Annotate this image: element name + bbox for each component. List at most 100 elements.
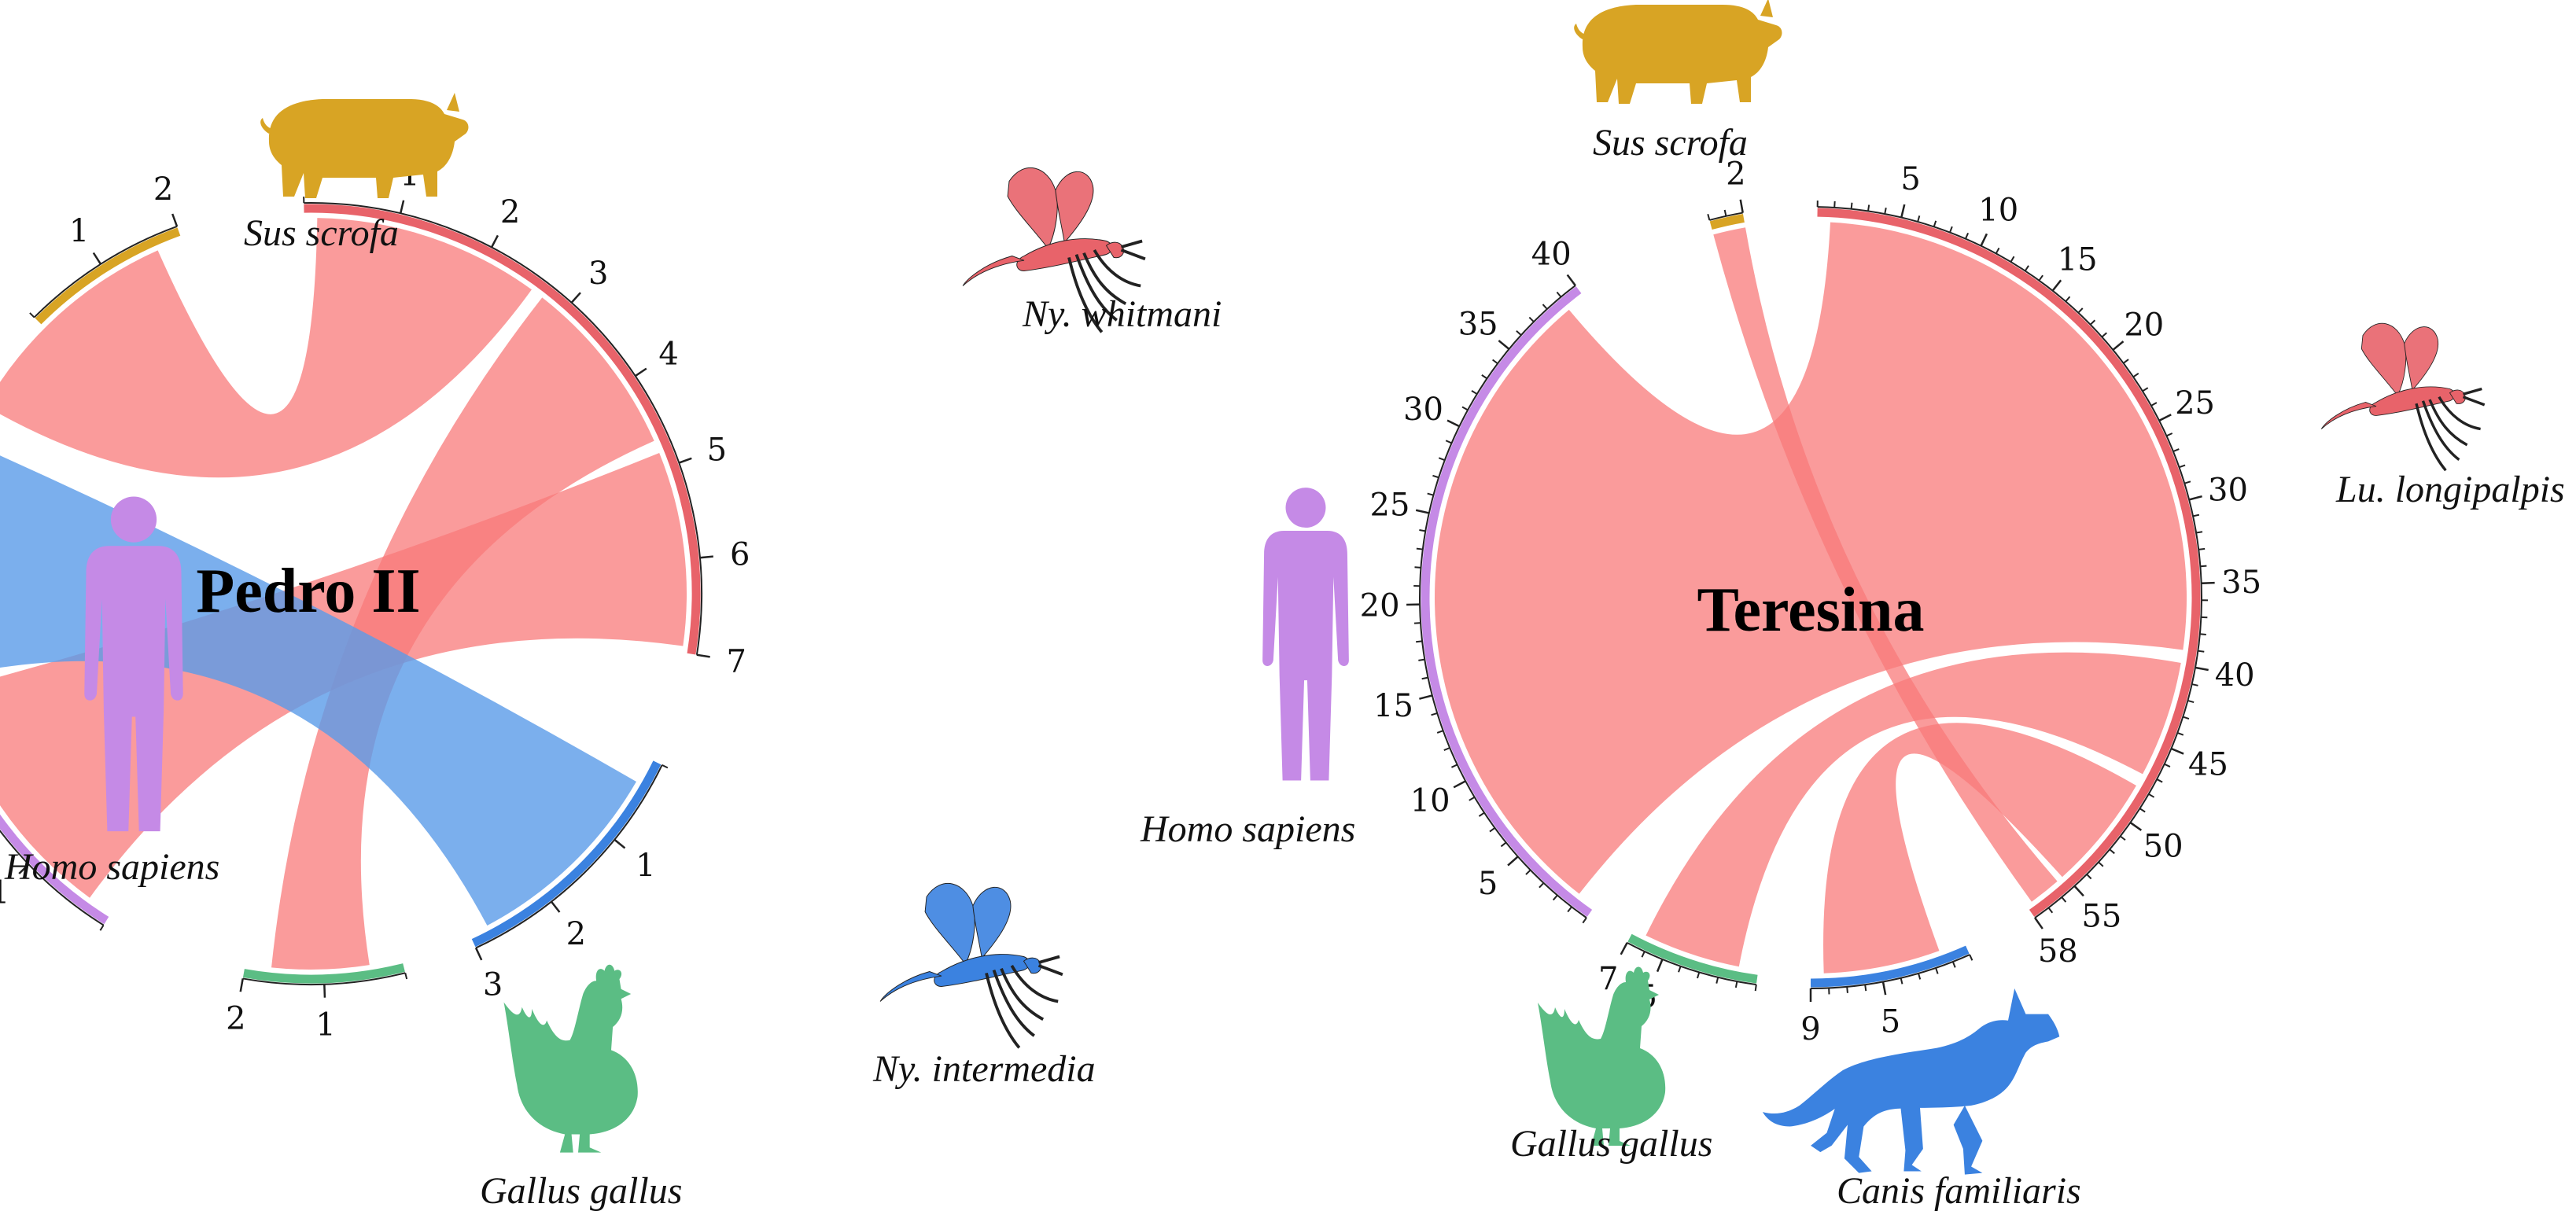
pig-icon (1574, 0, 1782, 104)
tick-mark (1427, 492, 1434, 496)
tick-mark (29, 312, 35, 318)
tick-label: 1 (69, 213, 89, 249)
pedro-ii-title: Pedro II (196, 557, 420, 626)
tick-mark (1528, 316, 1535, 322)
tick-label: 50 (2143, 828, 2184, 864)
pedro-ii-chord-diagram: 12345671231212345612 Pedro II Sus scrofa… (0, 93, 1222, 1212)
human-icon (1262, 488, 1349, 781)
tick-label: 45 (2188, 747, 2228, 783)
tick-label: 7 (727, 644, 746, 680)
tick-label: 5 (707, 432, 727, 468)
tick-mark (1414, 566, 1421, 569)
teresina-ribbons (1434, 222, 2187, 974)
tick-mark (1582, 917, 1587, 924)
major-tick (696, 653, 710, 658)
segment-arc (0, 814, 109, 925)
major-tick (1881, 981, 1887, 996)
tick-mark (2150, 402, 2158, 407)
species-label: Sus scrofa (244, 212, 399, 254)
tick-mark (99, 924, 105, 931)
tick-mark (2098, 861, 2104, 867)
major-tick (1656, 959, 1664, 973)
tick-mark (2120, 835, 2126, 841)
major-tick (18, 863, 30, 874)
sandfly-icon (879, 882, 1064, 1050)
segment-arc (242, 963, 405, 984)
tick-mark (1416, 547, 1423, 550)
tick-mark (1443, 747, 1450, 751)
major-tick (1507, 856, 1519, 867)
tick-mark (2166, 432, 2173, 437)
tick-mark (2089, 319, 2096, 326)
tick-label: 7 (1598, 961, 1618, 997)
major-tick (1900, 204, 1906, 218)
tick-mark (1707, 213, 1711, 221)
tick-mark (1436, 730, 1444, 734)
chord-ribbon (271, 297, 654, 970)
tick-mark (1421, 676, 1428, 680)
tick-mark (1438, 457, 1446, 462)
chicken-icon (503, 964, 638, 1153)
tick-mark (1867, 204, 1870, 212)
tick-mark (2192, 513, 2200, 517)
chord-ribbon (0, 218, 532, 478)
major-tick (92, 252, 102, 265)
tick-mark (2176, 732, 2184, 736)
tick-mark (1935, 967, 1939, 974)
tick-mark (1552, 894, 1558, 901)
tick-mark (2061, 896, 2067, 903)
segment-axis (1418, 285, 1587, 918)
tick-label: 2 (566, 916, 586, 952)
species-label: Canis familiaris (1837, 1170, 2081, 1212)
major-tick (1453, 780, 1466, 789)
tick-mark (1413, 622, 1421, 624)
segment-arc (1810, 945, 1970, 988)
tick-label: 5 (1478, 866, 1498, 902)
tick-label: 15 (1373, 688, 1413, 724)
tick-label: 2 (226, 1001, 245, 1037)
species-label: Ny. intermedia (872, 1048, 1096, 1090)
tick-mark (1471, 390, 1478, 395)
tick-mark (2179, 464, 2186, 469)
tick-mark (2077, 307, 2084, 314)
tick-mark (2148, 793, 2155, 798)
tick-label: 40 (2215, 657, 2255, 694)
major-tick (2170, 747, 2184, 755)
major-tick (1415, 509, 1430, 514)
major-tick (2034, 917, 2043, 929)
tick-mark (1461, 406, 1469, 411)
tick-mark (2164, 763, 2171, 767)
tick-mark (1641, 951, 1645, 958)
teresina-ticks: 5101520253035404550555859575101520253035… (1360, 156, 2261, 1047)
species-label: Gallus gallus (1510, 1123, 1712, 1165)
tick-mark (662, 764, 669, 769)
tick-mark (1419, 529, 1426, 532)
tick-mark (1525, 869, 1531, 875)
tick-mark (2024, 265, 2029, 272)
tick-mark (2109, 848, 2115, 855)
tick-mark (1418, 658, 1425, 661)
teresina-chord-diagram: 5101520253035404550555859575101520253035… (1140, 0, 2565, 1212)
major-tick (1980, 233, 1988, 247)
segment-axis (475, 764, 663, 949)
tick-label: 20 (2124, 307, 2164, 344)
tick-mark (1445, 440, 1452, 444)
tick-label: 30 (2208, 473, 2248, 509)
tick-label: 30 (1403, 392, 1443, 428)
tick-mark (1918, 973, 1922, 980)
major-tick (2051, 279, 2062, 292)
tick-mark (1516, 330, 1522, 336)
segment-axis (33, 226, 178, 318)
chord-ribbon (1434, 222, 2187, 894)
tick-label: 20 (1360, 588, 1400, 624)
tick-mark (2142, 387, 2149, 392)
major-tick (699, 555, 713, 559)
pedro-ii-arcs (0, 204, 701, 984)
tick-label: 1 (315, 1007, 335, 1043)
tick-mark (1949, 226, 1953, 233)
tick-mark (2139, 808, 2146, 813)
teresina-arcs (1421, 208, 2201, 988)
tick-label: 6 (730, 537, 750, 573)
major-tick (550, 900, 561, 913)
